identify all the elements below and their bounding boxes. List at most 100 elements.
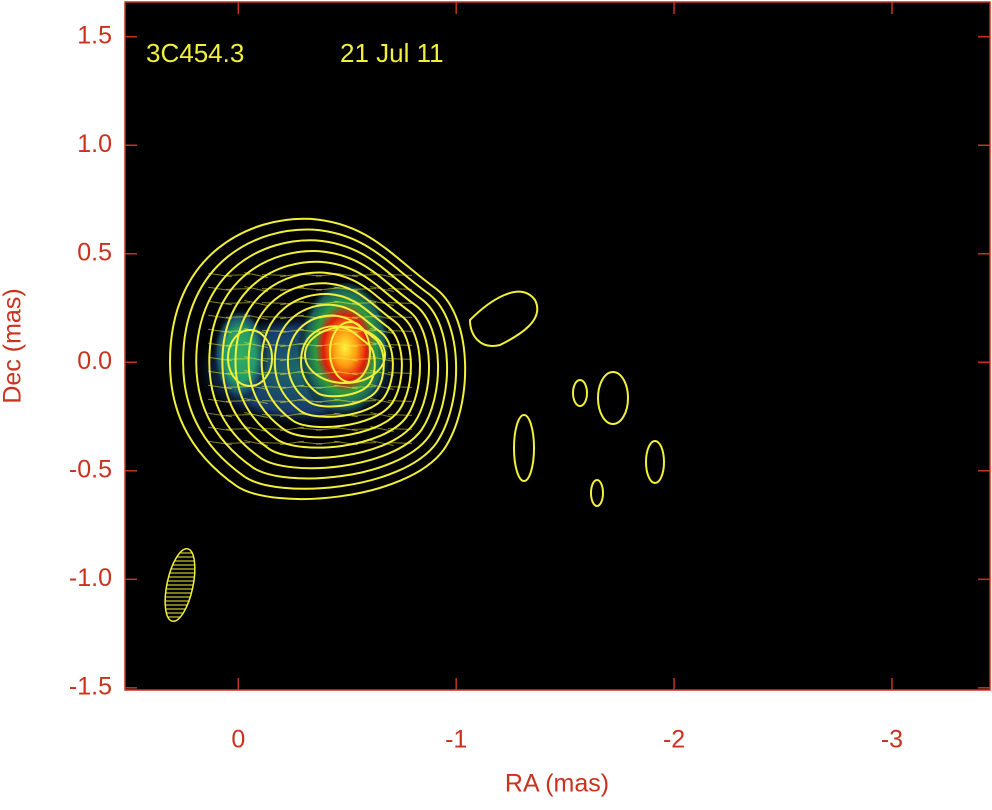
vector — [370, 272, 394, 278]
y-tick-label: -1.5 — [69, 672, 112, 700]
vector — [370, 426, 394, 432]
vector — [208, 440, 232, 446]
vector — [244, 398, 268, 404]
vector — [387, 372, 413, 374]
vector — [316, 413, 340, 417]
vector — [261, 330, 287, 332]
vector — [351, 344, 377, 346]
vector — [316, 427, 340, 431]
vector — [244, 370, 268, 376]
vector — [225, 442, 251, 444]
vector — [351, 274, 377, 276]
vector — [244, 426, 268, 432]
vector — [370, 342, 394, 348]
vector — [387, 400, 413, 402]
vector — [316, 315, 340, 319]
contour — [168, 217, 467, 500]
contour — [468, 290, 539, 347]
vector — [351, 372, 377, 374]
vector — [387, 316, 413, 318]
y-tick-label: 1.0 — [77, 130, 112, 158]
vector — [208, 286, 232, 292]
vector — [261, 358, 287, 360]
contour — [299, 325, 376, 398]
vector — [225, 330, 251, 332]
y-tick-label: 0.5 — [77, 238, 112, 266]
x-axis-label: RA (mas) — [505, 770, 609, 798]
vector — [261, 414, 287, 416]
vector — [351, 288, 377, 290]
y-tick-label: 1.5 — [77, 21, 112, 49]
vector — [244, 300, 268, 306]
vector — [225, 372, 251, 374]
vector — [208, 412, 232, 418]
y-tick-label: 0.0 — [77, 347, 112, 375]
vector — [334, 426, 358, 432]
vector — [351, 330, 377, 332]
vector — [208, 398, 232, 404]
x-tick-label: -3 — [881, 726, 903, 754]
vector — [370, 328, 394, 334]
vector — [208, 272, 232, 278]
vector — [334, 300, 358, 306]
vector — [261, 344, 287, 346]
chart-title: 3C454.3 — [146, 38, 244, 68]
vector — [225, 288, 251, 290]
vector — [387, 302, 413, 304]
vector — [370, 300, 394, 306]
contour — [182, 228, 458, 490]
vector — [225, 358, 251, 360]
vector — [316, 371, 340, 375]
vector — [208, 384, 232, 390]
vector — [208, 342, 232, 348]
vector — [387, 414, 413, 416]
vector — [244, 328, 268, 334]
contour — [260, 293, 403, 429]
frame — [124, 1, 991, 691]
contour — [208, 250, 440, 470]
vector — [261, 400, 287, 402]
vector — [334, 286, 358, 292]
vector — [244, 412, 268, 418]
vector — [225, 274, 251, 276]
vector — [261, 302, 287, 304]
emission — [297, 283, 393, 427]
vector — [208, 314, 232, 320]
vector — [387, 288, 413, 290]
vector — [316, 399, 340, 403]
contour — [645, 440, 665, 484]
y-tick-label: -1.0 — [69, 564, 112, 592]
vector — [351, 400, 377, 402]
contour — [195, 239, 449, 480]
vector — [334, 384, 358, 390]
vector — [370, 356, 394, 362]
vector — [316, 287, 340, 291]
vector — [334, 412, 358, 418]
vector — [208, 300, 232, 306]
vector — [225, 302, 251, 304]
contour — [597, 371, 629, 425]
vector — [387, 358, 413, 360]
vector — [261, 316, 287, 318]
vector — [316, 343, 340, 347]
vector — [225, 344, 251, 346]
y-tick-label: -0.5 — [69, 455, 112, 483]
vector — [351, 428, 377, 430]
vector — [225, 386, 251, 388]
vector — [334, 356, 358, 362]
vector — [225, 316, 251, 318]
chart-subtitle: 21 Jul 11 — [340, 38, 444, 68]
vector — [370, 440, 394, 446]
vector — [351, 386, 377, 388]
vector — [244, 356, 268, 362]
contour — [221, 260, 430, 459]
vector — [351, 358, 377, 360]
vector — [261, 386, 287, 388]
vector — [244, 272, 268, 278]
y-axis-label: Dec (mas) — [0, 288, 27, 403]
vector — [334, 370, 358, 376]
vector — [316, 273, 340, 277]
vector — [387, 344, 413, 346]
